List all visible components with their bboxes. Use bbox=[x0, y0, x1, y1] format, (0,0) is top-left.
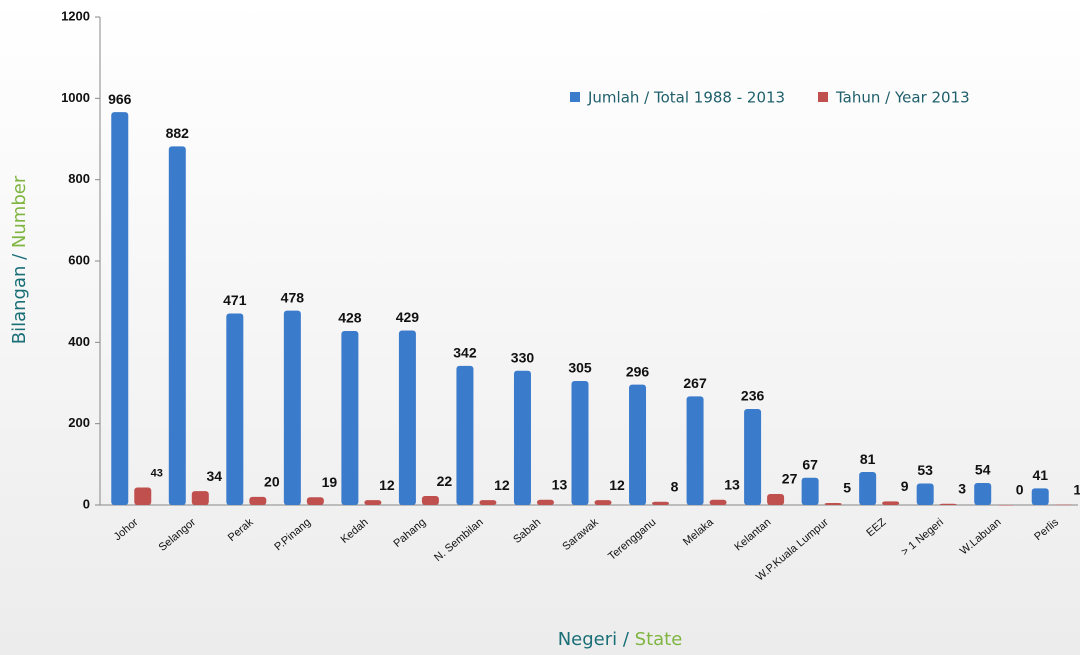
bar bbox=[1054, 504, 1072, 506]
value-label: 267 bbox=[683, 375, 707, 391]
bar bbox=[686, 396, 704, 505]
bar bbox=[111, 112, 129, 505]
value-label: 428 bbox=[338, 310, 362, 326]
y-tick-label: 400 bbox=[68, 334, 90, 349]
y-tick-label: 800 bbox=[68, 171, 90, 186]
value-label: 67 bbox=[802, 456, 818, 472]
value-label: 43 bbox=[151, 467, 163, 479]
value-label: 5 bbox=[843, 480, 851, 496]
value-label: 12 bbox=[609, 477, 625, 493]
legend-swatch bbox=[570, 92, 580, 102]
bar bbox=[801, 477, 819, 505]
value-label: 12 bbox=[494, 477, 510, 493]
bar bbox=[1031, 488, 1049, 505]
value-label: 236 bbox=[741, 388, 765, 404]
y-tick-label: 1200 bbox=[61, 8, 90, 23]
bar bbox=[513, 370, 531, 505]
value-label: 13 bbox=[552, 476, 568, 492]
bar bbox=[456, 365, 474, 505]
value-label: 1 bbox=[1073, 481, 1080, 497]
bar bbox=[652, 501, 670, 505]
bar bbox=[249, 496, 267, 505]
y-tick-label: 600 bbox=[68, 252, 90, 267]
y-tick-label: 1000 bbox=[61, 90, 90, 105]
value-label: 296 bbox=[626, 363, 650, 379]
bar bbox=[974, 483, 992, 505]
value-label: 3 bbox=[958, 480, 966, 496]
bar bbox=[882, 501, 900, 505]
value-label: 471 bbox=[223, 292, 247, 308]
value-label: 41 bbox=[1032, 467, 1048, 483]
label-part: Bilangan / bbox=[9, 253, 30, 344]
y-tick-label: 0 bbox=[83, 496, 90, 511]
bar bbox=[398, 330, 416, 505]
bar bbox=[226, 313, 244, 505]
value-label: 478 bbox=[281, 289, 305, 305]
bar bbox=[341, 330, 359, 505]
bar bbox=[364, 500, 382, 505]
value-label: 54 bbox=[975, 462, 991, 478]
y-tick-label: 200 bbox=[68, 415, 90, 430]
value-label: 53 bbox=[917, 462, 933, 478]
value-label: 882 bbox=[166, 125, 190, 141]
value-label: 12 bbox=[379, 477, 395, 493]
bar bbox=[134, 487, 152, 505]
label-part: Number bbox=[9, 175, 30, 248]
bar bbox=[421, 496, 439, 505]
bar bbox=[306, 497, 324, 505]
bar bbox=[594, 500, 612, 505]
bar bbox=[191, 491, 209, 505]
bar bbox=[744, 409, 762, 505]
bar bbox=[536, 499, 554, 505]
value-label: 330 bbox=[511, 350, 535, 366]
bar bbox=[479, 500, 497, 505]
bar bbox=[767, 494, 785, 505]
bar bbox=[709, 499, 727, 505]
label-part: State bbox=[635, 629, 683, 650]
value-label: 305 bbox=[568, 360, 592, 376]
bar bbox=[859, 472, 877, 505]
y-axis-label: Bilangan / Number bbox=[9, 175, 30, 344]
bar bbox=[629, 384, 647, 505]
value-label: 966 bbox=[108, 91, 132, 107]
value-label: 0 bbox=[1016, 482, 1024, 498]
bar bbox=[283, 310, 301, 505]
value-label: 19 bbox=[322, 474, 338, 490]
value-label: 342 bbox=[453, 345, 477, 361]
legend-label: Jumlah / Total 1988 - 2013 bbox=[587, 89, 785, 107]
bar bbox=[916, 483, 934, 505]
value-label: 13 bbox=[724, 476, 740, 492]
x-axis-label: Negeri / State bbox=[558, 629, 683, 650]
bar bbox=[997, 505, 1015, 506]
value-label: 8 bbox=[671, 478, 679, 494]
value-label: 34 bbox=[207, 468, 223, 484]
legend-swatch bbox=[818, 92, 828, 102]
bar bbox=[168, 146, 186, 505]
value-label: 81 bbox=[860, 451, 876, 467]
bar bbox=[939, 503, 957, 505]
value-label: 20 bbox=[264, 474, 280, 490]
value-label: 429 bbox=[396, 309, 420, 325]
bar bbox=[571, 380, 589, 505]
value-label: 27 bbox=[782, 471, 798, 487]
legend-label: Tahun / Year 2013 bbox=[835, 89, 970, 107]
value-label: 22 bbox=[437, 473, 453, 489]
label-part: Negeri / bbox=[558, 629, 630, 650]
value-label: 9 bbox=[901, 478, 909, 494]
bar bbox=[824, 502, 842, 505]
